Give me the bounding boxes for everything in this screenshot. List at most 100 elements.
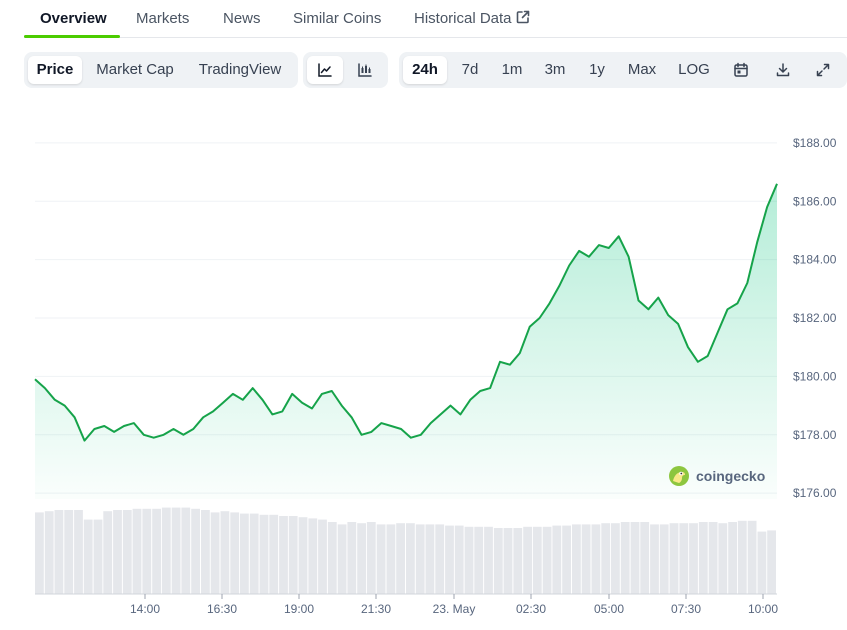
volume-bar [757, 531, 767, 594]
volume-bar [591, 524, 601, 594]
y-tick-label: $176.00 [793, 486, 837, 500]
volume-bar [396, 523, 405, 594]
volume-bar [54, 510, 64, 594]
volume-bar [464, 526, 474, 594]
volume-bar [650, 524, 659, 594]
volume-bar [562, 525, 571, 594]
volume-bar [171, 507, 181, 594]
y-axis: $176.00 $178.00 $180.00 $182.00 $184.00 $186.… [793, 136, 837, 500]
volume-bar [484, 526, 493, 594]
tradingview-button[interactable]: TradingView [198, 61, 282, 78]
y-tick-label: $178.00 [793, 428, 837, 442]
volume-bar [269, 514, 279, 594]
range-3m-button[interactable]: 3m [544, 61, 566, 78]
y-tick-label: $180.00 [793, 369, 837, 383]
y-tick-label: $186.00 [793, 194, 837, 208]
y-tick-label: $188.00 [793, 136, 837, 150]
volume-bar [279, 516, 288, 594]
fullscreen-button[interactable] [807, 56, 839, 84]
market-cap-button[interactable]: Market Cap [96, 61, 174, 78]
volume-bar [523, 526, 532, 594]
volume-bar [415, 524, 425, 594]
calendar-button[interactable] [725, 56, 757, 84]
tab-historical-data[interactable]: Historical Data [414, 10, 530, 27]
range-1m-button[interactable]: 1m [501, 61, 523, 78]
candlestick-chart-button[interactable] [347, 56, 383, 84]
volume-bar [298, 517, 308, 594]
fullscreen-icon [816, 63, 830, 77]
candlestick-chart-icon [358, 63, 372, 77]
volume-bar [103, 511, 113, 594]
x-tick-label: 05:00 [594, 602, 624, 616]
price-button[interactable]: Price [28, 56, 82, 84]
volume-bar [74, 510, 83, 594]
volume-bar [474, 526, 484, 594]
chart-view-selector [303, 52, 388, 88]
volume-bar [201, 510, 210, 594]
volume-bar [249, 513, 259, 594]
price-line[interactable] [34, 183, 778, 442]
volume-bar [581, 524, 591, 594]
calendar-icon [734, 62, 748, 77]
volume-bar [425, 524, 435, 594]
tab-markets[interactable]: Markets [136, 10, 190, 27]
volume-bar [44, 511, 54, 594]
x-tick-label: 14:00 [130, 602, 160, 616]
chart-grid [35, 142, 777, 494]
volume-bar [308, 518, 318, 594]
volume-bar [698, 522, 708, 594]
x-tick-label: 02:30 [516, 602, 546, 616]
volume-bar [220, 511, 230, 594]
volume-bar [83, 519, 93, 594]
volume-bar [532, 526, 542, 594]
volume-bar [708, 522, 718, 594]
y-tick-label: $182.00 [793, 311, 837, 325]
volume-bars [35, 507, 776, 594]
x-tick-label: 23. May [433, 602, 476, 616]
volume-bar [611, 523, 620, 594]
range-24h-button[interactable]: 24h [403, 56, 447, 84]
volume-bar [64, 510, 74, 594]
x-tick-label: 07:30 [671, 602, 701, 616]
watermark-text: coingecko [696, 468, 766, 484]
tab-similar-coins[interactable]: Similar Coins [293, 10, 382, 27]
x-tick-label: 16:30 [207, 602, 237, 616]
volume-bar [679, 523, 689, 594]
y-tick-label: $184.00 [793, 253, 837, 267]
volume-bar [552, 525, 562, 594]
time-range-selector: 24h 7d 1m 3m 1y Max LOG [399, 52, 847, 88]
download-button[interactable] [767, 56, 799, 84]
volume-bar [93, 519, 103, 594]
price-area-fill [35, 183, 777, 500]
volume-bar [318, 519, 327, 594]
tab-bar: Overview Markets News Similar Coins Hist… [24, 0, 847, 38]
volume-bar [435, 524, 445, 594]
volume-bar [718, 523, 728, 594]
volume-bar [210, 512, 220, 594]
download-icon [776, 63, 790, 77]
line-chart-icon [318, 63, 332, 77]
volume-bar [376, 524, 386, 594]
volume-bar [357, 523, 366, 594]
volume-bar [503, 528, 513, 594]
volume-bar [288, 516, 298, 594]
x-tick-label: 10:00 [748, 602, 778, 616]
active-tab-indicator [24, 35, 120, 38]
volume-bar [386, 524, 396, 594]
volume-bar [230, 512, 240, 594]
volume-bar [513, 528, 523, 594]
tab-overview[interactable]: Overview [40, 10, 107, 27]
volume-bar [542, 526, 552, 594]
volume-bar [689, 523, 698, 594]
line-chart-button[interactable] [307, 56, 343, 84]
volume-bar [747, 520, 757, 594]
tab-news[interactable]: News [223, 10, 261, 27]
range-max-button[interactable]: Max [627, 61, 657, 78]
tab-historical-data-label: Historical Data [414, 10, 512, 27]
range-7d-button[interactable]: 7d [461, 61, 479, 78]
volume-bar [601, 523, 611, 594]
volume-bar [737, 520, 747, 594]
log-scale-button[interactable]: LOG [678, 61, 710, 78]
range-1y-button[interactable]: 1y [589, 61, 605, 78]
